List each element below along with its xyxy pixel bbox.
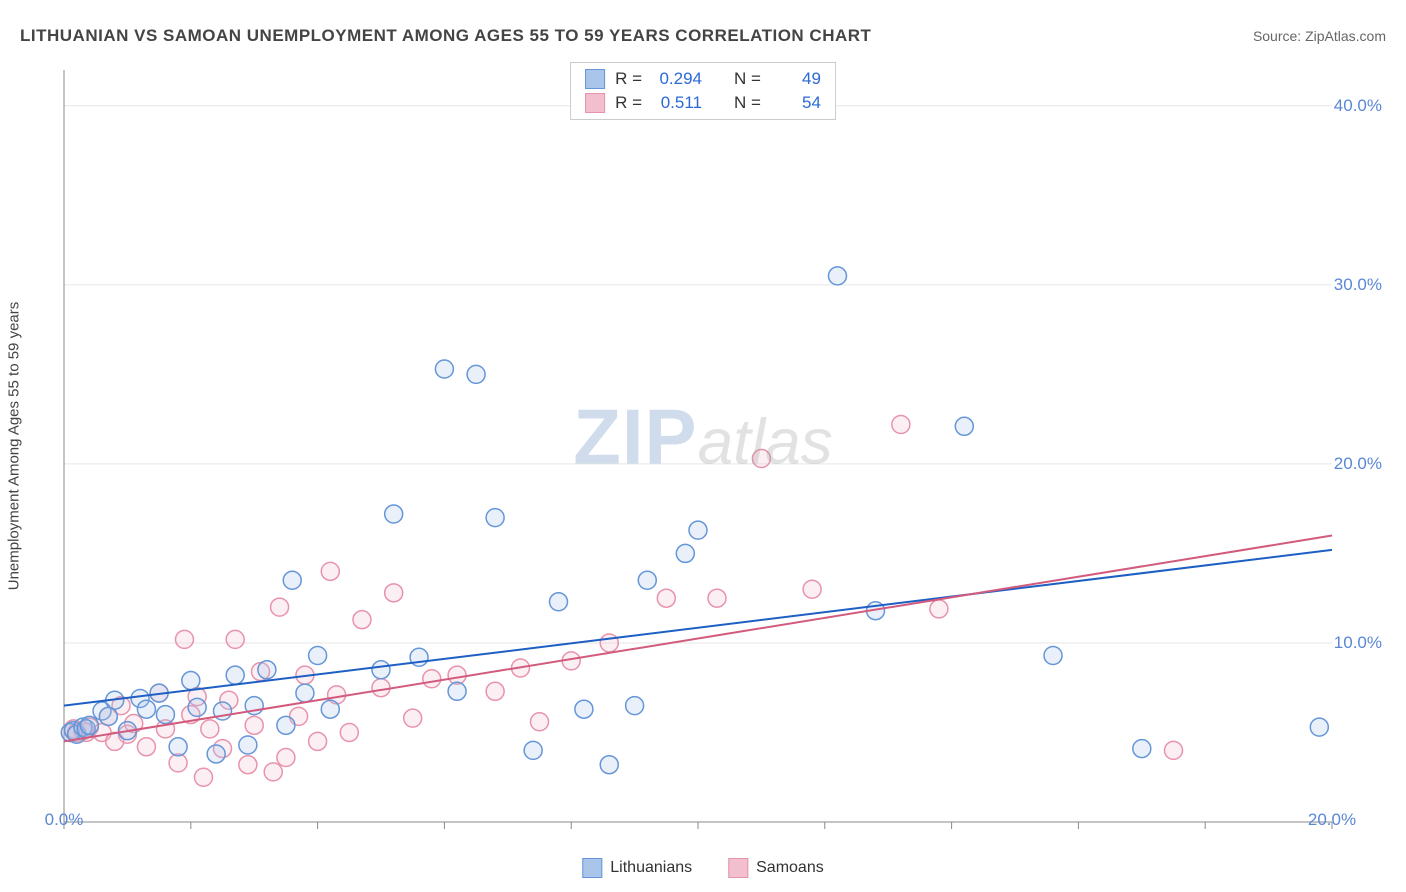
stats-row: R = 0.294 N = 49 [585, 67, 821, 91]
stats-n-value: 49 [771, 69, 821, 89]
y-tick-label: 40.0% [1334, 96, 1382, 116]
legend-label: Samoans [756, 859, 824, 877]
stats-n-label: N = [734, 69, 761, 89]
x-tick-label: 0.0% [45, 810, 84, 830]
stats-r-label: R = [615, 93, 642, 113]
chart-title: LITHUANIAN VS SAMOAN UNEMPLOYMENT AMONG … [20, 26, 871, 46]
stats-swatch [585, 93, 605, 113]
chart-area: 10.0%20.0%30.0%40.0%0.0%20.0% [50, 60, 1396, 872]
legend-item: Lithuanians [582, 858, 692, 878]
stats-n-label: N = [734, 93, 761, 113]
stats-swatch [585, 69, 605, 89]
source-attribution: Source: ZipAtlas.com [1253, 28, 1386, 44]
legend-label: Lithuanians [610, 859, 692, 877]
y-axis-label: Unemployment Among Ages 55 to 59 years [6, 302, 23, 591]
stats-n-value: 54 [771, 93, 821, 113]
y-tick-label: 30.0% [1334, 275, 1382, 295]
x-tick-label: 20.0% [1308, 810, 1356, 830]
stats-row: R = 0.511 N = 54 [585, 91, 821, 115]
legend: Lithuanians Samoans [582, 858, 823, 878]
scatter-chart-svg [50, 60, 1396, 872]
correlation-stats-box: R = 0.294 N = 49 R = 0.511 N = 54 [570, 62, 836, 120]
legend-swatch [582, 858, 602, 878]
y-tick-label: 20.0% [1334, 454, 1382, 474]
legend-item: Samoans [728, 858, 824, 878]
stats-r-value: 0.294 [652, 69, 702, 89]
y-tick-label: 10.0% [1334, 633, 1382, 653]
stats-r-value: 0.511 [652, 93, 702, 113]
stats-r-label: R = [615, 69, 642, 89]
legend-swatch [728, 858, 748, 878]
